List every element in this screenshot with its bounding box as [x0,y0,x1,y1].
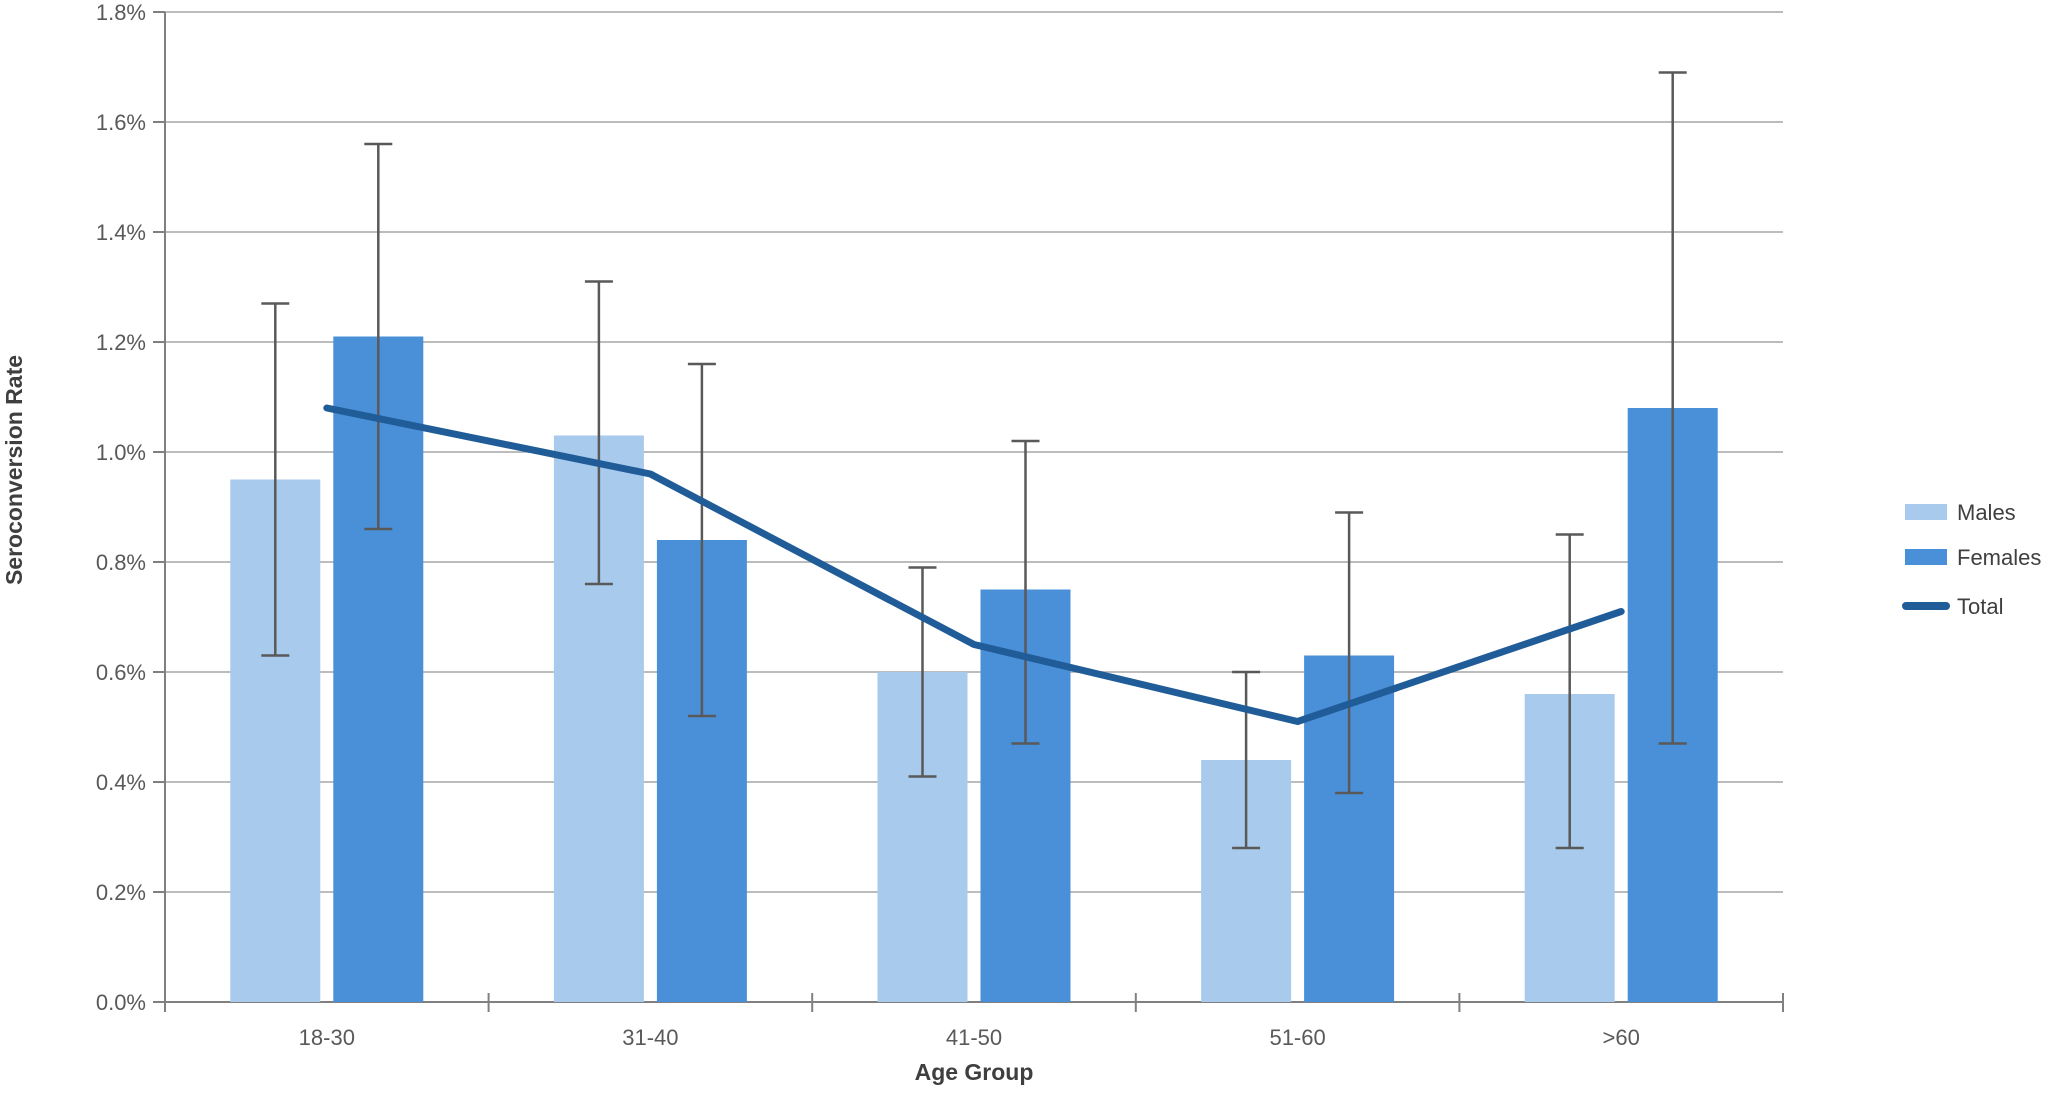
y-tick-label: 1.8% [96,0,146,25]
error-bar-females-31-40 [687,362,716,718]
y-axis-title: Seroconversion Rate [1,355,27,585]
y-tick-label: 0.2% [96,880,146,905]
error-bar-females-51-60 [1335,511,1364,795]
legend-item-total: Total [1902,594,2003,619]
y-tick-label: 1.4% [96,220,146,245]
error-bar-females-18-30 [364,142,393,531]
legend-item-males: Males [1905,500,2016,525]
y-tick-label: 0.6% [96,660,146,685]
y-tick-label: 1.2% [96,330,146,355]
x-tick-label: 41-50 [946,1025,1002,1050]
error-bar-males-31-40 [584,280,613,586]
x-tick-label: 51-60 [1269,1025,1325,1050]
error-bar-females-41-50 [1011,439,1040,745]
y-tick-label: 1.6% [96,110,146,135]
legend-swatch-females [1905,549,1947,565]
error-bar-females->60 [1658,71,1687,745]
total-line [323,404,1625,725]
legend-swatch-males [1905,504,1947,520]
error-bar-males-51-60 [1232,670,1261,850]
x-tick-label: 18-30 [299,1025,355,1050]
x-tick-label: 31-40 [622,1025,678,1050]
error-bar-males->60 [1555,533,1584,850]
error-bar-males-41-50 [908,566,937,778]
legend-item-females: Females [1905,545,2041,570]
legend-label-females: Females [1957,545,2041,570]
legend-label-total: Total [1957,594,2003,619]
y-tick-label: 0.0% [96,990,146,1015]
y-tick-label: 0.4% [96,770,146,795]
legend-swatch-total [1902,602,1950,610]
x-tick-label: >60 [1603,1025,1640,1050]
error-bar-males-18-30 [261,302,290,657]
x-axis-title: Age Group [915,1059,1034,1085]
y-tick-label: 0.8% [96,550,146,575]
y-tick-label: 1.0% [96,440,146,465]
legend-label-males: Males [1957,500,2016,525]
